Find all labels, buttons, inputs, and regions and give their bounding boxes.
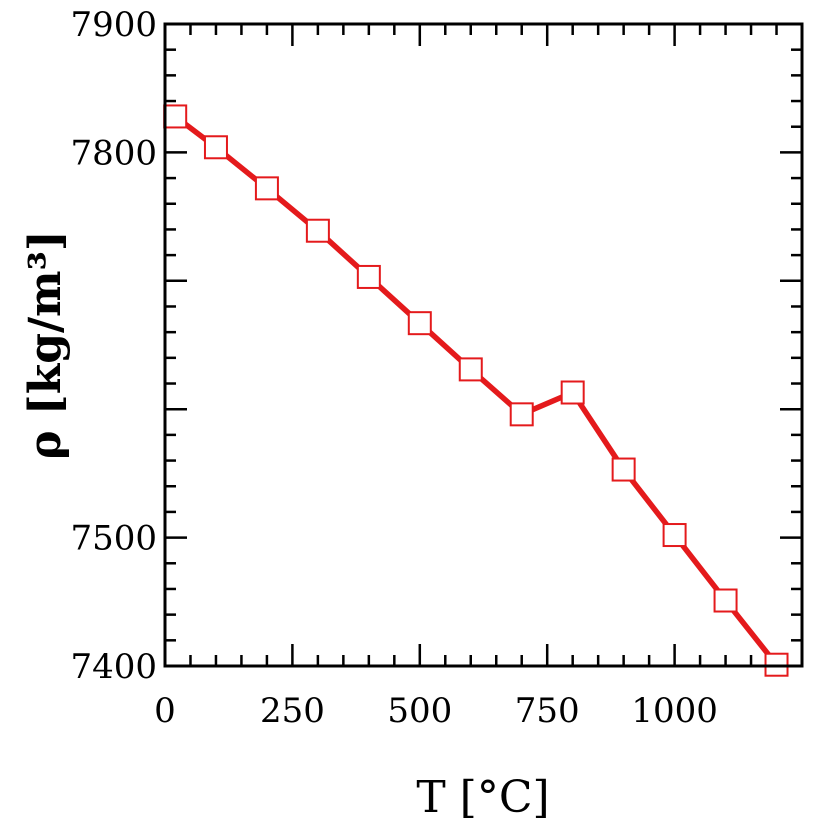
plot-frame bbox=[163, 22, 804, 668]
x-tick-label: 0 bbox=[154, 691, 176, 731]
x-tick-label: 750 bbox=[515, 691, 580, 731]
y-axis-label: ρ [kg/m³] bbox=[20, 230, 71, 459]
y-tick-label: 7400 bbox=[70, 647, 157, 687]
data-point bbox=[560, 380, 585, 405]
tick-labels: 0 250 500 750 1000 7400 7500 7800 7900 bbox=[70, 5, 717, 731]
data-point bbox=[407, 311, 432, 336]
x-tick-label: 1000 bbox=[631, 691, 718, 731]
y-tick-label: 7900 bbox=[70, 5, 157, 45]
data-point bbox=[611, 457, 636, 482]
y-tick-label: 7500 bbox=[70, 519, 157, 559]
x-tick-label: 500 bbox=[387, 691, 452, 731]
data-point bbox=[713, 588, 738, 613]
y-tick-label: 7800 bbox=[70, 133, 157, 173]
data-point bbox=[356, 264, 381, 289]
data-point bbox=[305, 218, 330, 243]
data-point bbox=[458, 357, 483, 382]
axis-ticks bbox=[163, 22, 804, 668]
data-point bbox=[254, 176, 279, 201]
series bbox=[163, 104, 789, 677]
data-point bbox=[203, 135, 228, 160]
data-point bbox=[662, 523, 687, 548]
x-tick-label: 250 bbox=[260, 691, 325, 731]
data-point bbox=[163, 104, 188, 129]
x-axis-label: T [°C] bbox=[416, 772, 549, 823]
data-point bbox=[509, 402, 534, 427]
